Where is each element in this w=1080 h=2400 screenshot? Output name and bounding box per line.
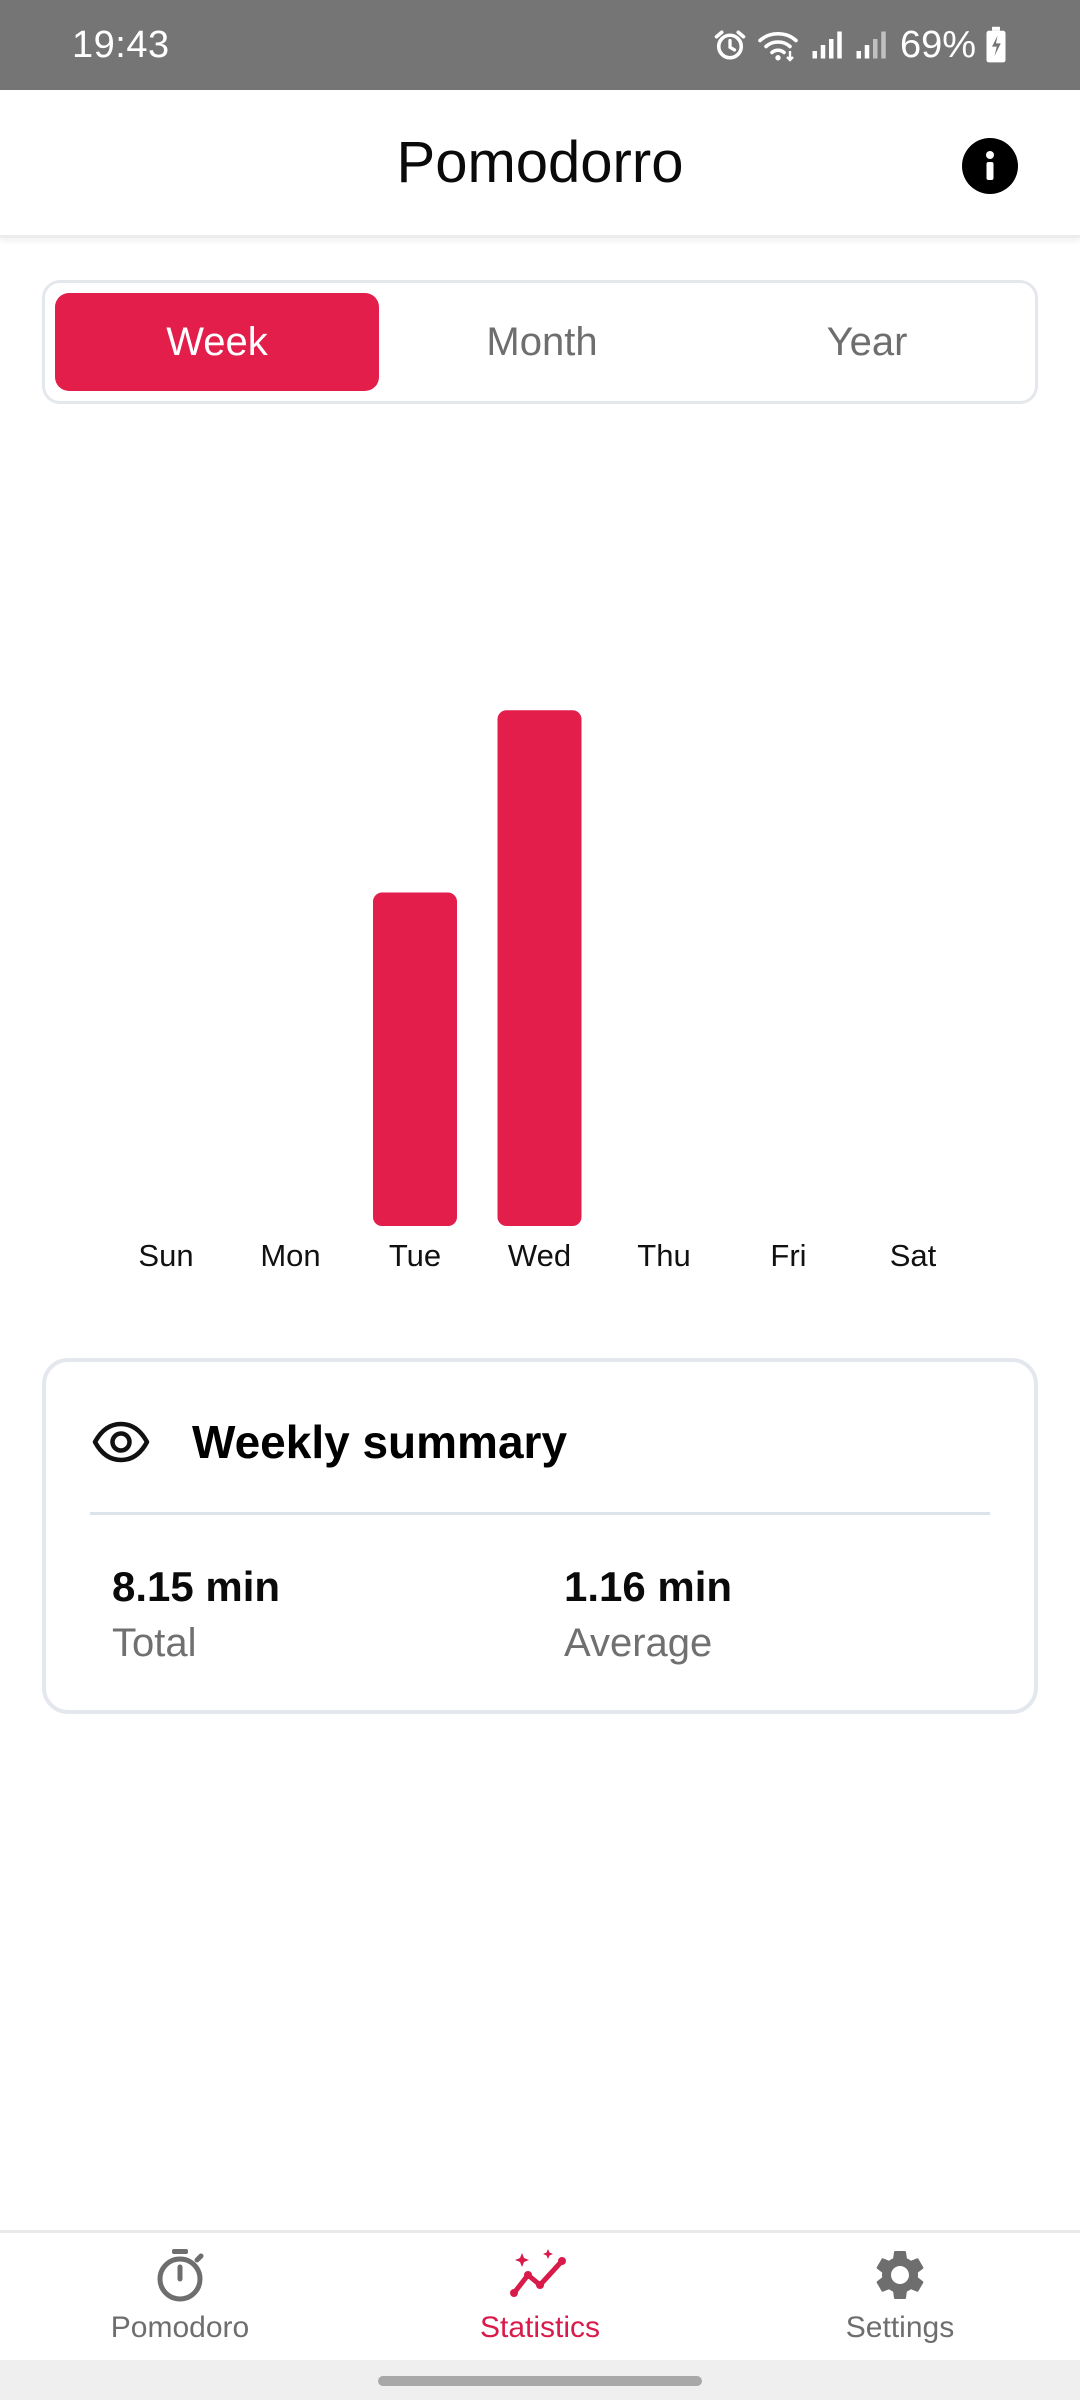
chart-line-icon [510,2249,566,2297]
timer-icon [157,2249,204,2302]
battery-percent: 69% [899,24,976,66]
average-value: 1.16 min [564,1563,733,1610]
total-label: Total [112,1621,197,1665]
period-selector: Week Month Year [42,280,1038,404]
total-stat: 8.15 min Total [112,1562,280,1668]
status-bar: 19:43 69% [0,0,1080,90]
info-icon [986,151,994,180]
average-stat: 1.16 min Average [564,1562,732,1668]
nav-label-settings: Settings [845,2311,955,2344]
tab-year[interactable]: Year [826,319,908,364]
average-label: Average [564,1621,713,1665]
status-time: 19:43 [72,24,170,66]
signal-icon [812,31,842,59]
x-tick-label-tue: Tue [389,1238,441,1273]
bar-tue [373,892,457,1226]
weekly-bar-chart: Sun Mon Tue Wed Thu Fri Sat [0,420,1080,1300]
summary-header: Weekly summary [92,1410,567,1474]
x-tick-label-mon: Mon [260,1238,320,1273]
chart-svg: Sun Mon Tue Wed Thu Fri Sat [138,710,937,1273]
app-bar: Pomodorro [0,90,1080,238]
summary-divider [90,1512,990,1515]
alarm-icon [714,30,746,60]
x-tick-label-fri: Fri [770,1238,806,1273]
eye-icon [92,1421,150,1463]
status-icons: 69% [712,24,1008,66]
bar-wed [497,710,582,1226]
nav-label-statistics: Statistics [479,2311,601,2344]
summary-title: Weekly summary [192,1416,568,1468]
tab-month[interactable]: Month [486,319,598,364]
wifi-icon [758,31,798,62]
bottom-navigation: Pomodoro Statistics Settings [0,2230,1080,2360]
nav-label-pomodoro: Pomodoro [110,2311,250,2344]
page-title: Pomodorro [396,130,684,195]
gesture-handle[interactable] [378,2376,702,2386]
gesture-bar [0,2360,1080,2400]
x-tick-label-wed: Wed [508,1238,571,1273]
nav-item-statistics[interactable]: Statistics [360,2233,720,2363]
nav-item-pomodoro[interactable]: Pomodoro [0,2233,360,2363]
info-button[interactable] [962,138,1018,194]
battery-charging-icon [986,26,1006,63]
total-value: 8.15 min [112,1563,281,1610]
signal-icon [856,31,886,59]
gear-icon [876,2251,924,2299]
weekly-summary-card: Weekly summary 8.15 min Total 1.16 min A… [42,1358,1038,1714]
x-tick-label-thu: Thu [637,1238,690,1273]
x-tick-label-sat: Sat [890,1238,937,1273]
nav-item-settings[interactable]: Settings [720,2233,1080,2363]
tab-week[interactable]: Week [55,293,379,391]
x-tick-label-sun: Sun [138,1238,193,1273]
